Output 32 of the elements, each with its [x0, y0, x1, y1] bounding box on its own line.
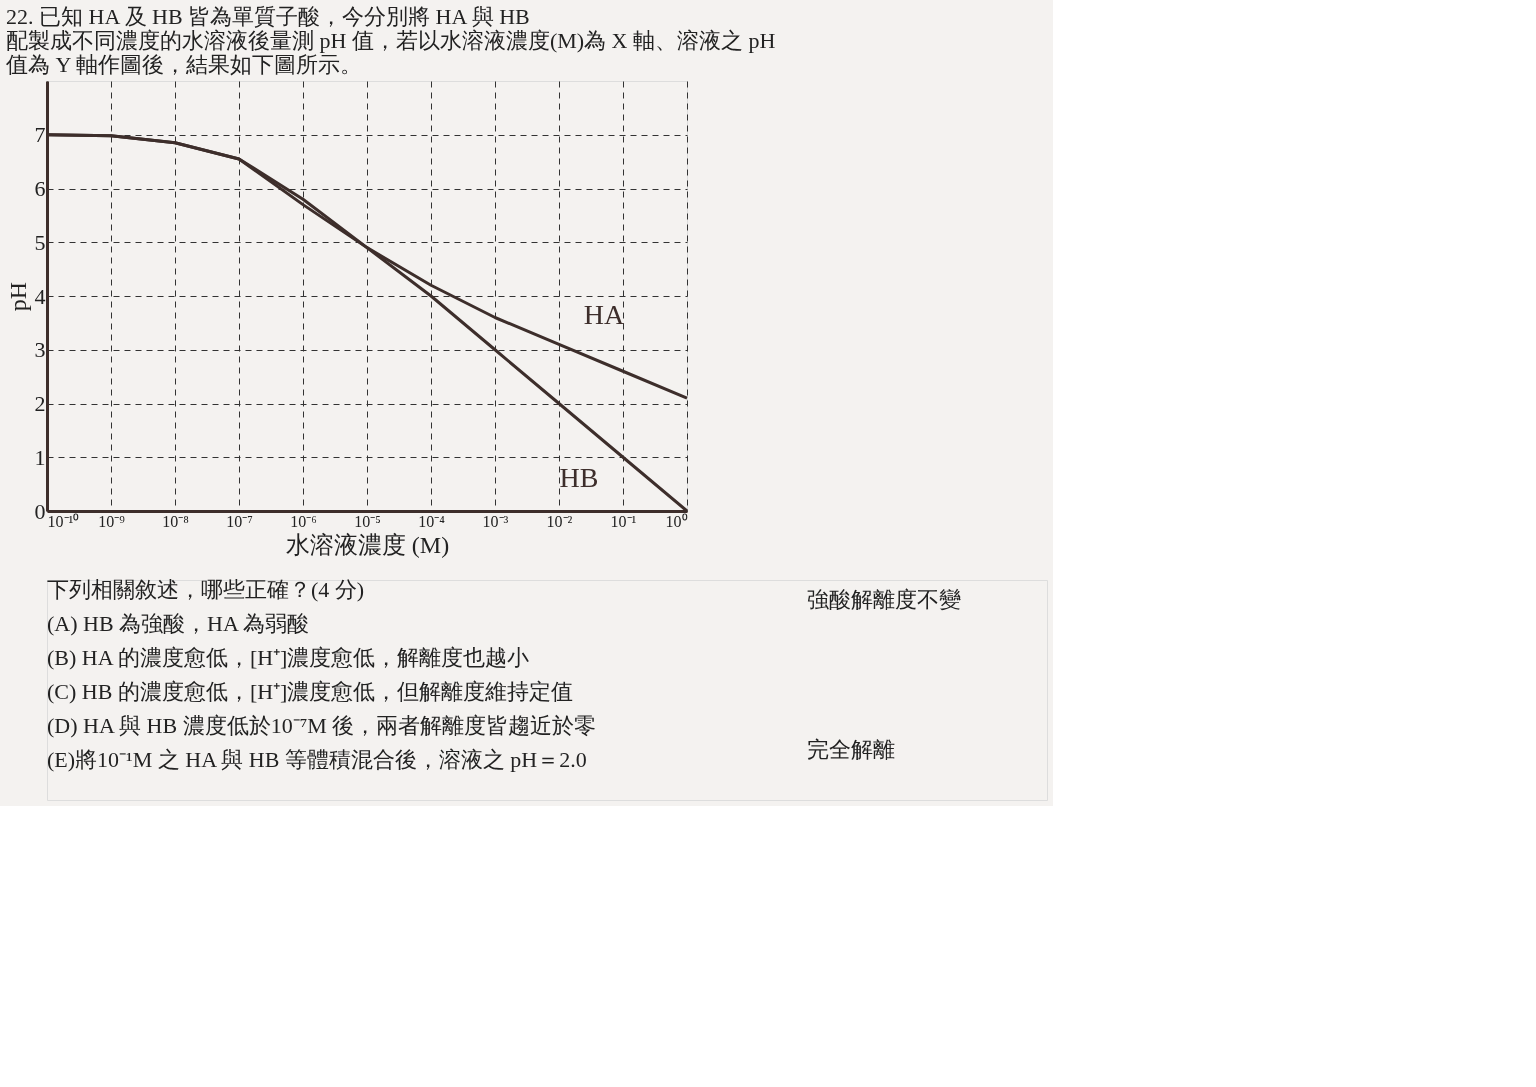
y-tick-label: 2 [34, 391, 46, 416]
text: (D) HA 與 HB 濃度低於10⁻⁷M 後，兩者解離度皆趨近於零 [47, 713, 597, 738]
x-tick-label: 10⁻⁶ [290, 512, 317, 530]
chart-title: 22. 已知 HA 及 HB 皆為單質子酸，今分別將 HA 與 HB 配製成不同濃度的水溶液後量測 pH 值，若以水溶液濃度(M)為 X 軸、溶液之 pH 值為 Y 軸作圖後，結果如下圖所示。 [6, 4, 776, 77]
x-axis-title: 水溶液濃度 (M) [285, 531, 450, 558]
y-tick-label: 4 [34, 283, 46, 309]
text: (E)將10⁻¹M 之 HA 與 HB 等體積混合後，溶液之 pH＝2.0 [47, 747, 587, 772]
text: 下列相關敘述，哪些正確？(4 分) [47, 577, 365, 602]
y-tick-label: 3 [34, 337, 46, 363]
y-axis-title: pH [4, 281, 31, 312]
text: (C) HB 的濃度愈低，[H⁺]濃度愈低，但解離度維持定值 [47, 679, 574, 704]
x-tick-label: 10⁰ [665, 512, 688, 530]
y-tick-label: 0 [34, 498, 46, 524]
x-tick-label: 10⁻⁸ [162, 512, 189, 530]
text: (A) HB 為強酸，HA 為弱酸 [47, 611, 310, 636]
x-tick-label: 10⁻⁵ [354, 512, 381, 530]
x-tick-label: 10⁻³ [482, 512, 509, 530]
y-tick-label: 5 [34, 229, 46, 255]
x-tick-label: 10⁻⁹ [98, 512, 126, 530]
text: 完全解離 [807, 737, 895, 762]
y-tick-label: 7 [34, 122, 46, 148]
series-label: HA [583, 299, 625, 331]
text: 強酸解離度不變 [807, 587, 961, 612]
x-tick-label: 10⁻¹ [610, 512, 637, 530]
x-tick-label: 10⁻⁴ [418, 512, 446, 530]
text: (B) HA 的濃度愈低，[H⁺]濃度愈低，解離度也越小 [47, 645, 530, 670]
x-tick-label: 10⁻¹⁰ [47, 512, 80, 530]
x-tick-label: 10⁻⁷ [226, 512, 253, 530]
x-tick-label: 10⁻² [546, 512, 573, 530]
series-label: HB [559, 461, 599, 493]
y-tick-label: 6 [34, 176, 46, 201]
y-tick-label: 1 [34, 444, 46, 470]
